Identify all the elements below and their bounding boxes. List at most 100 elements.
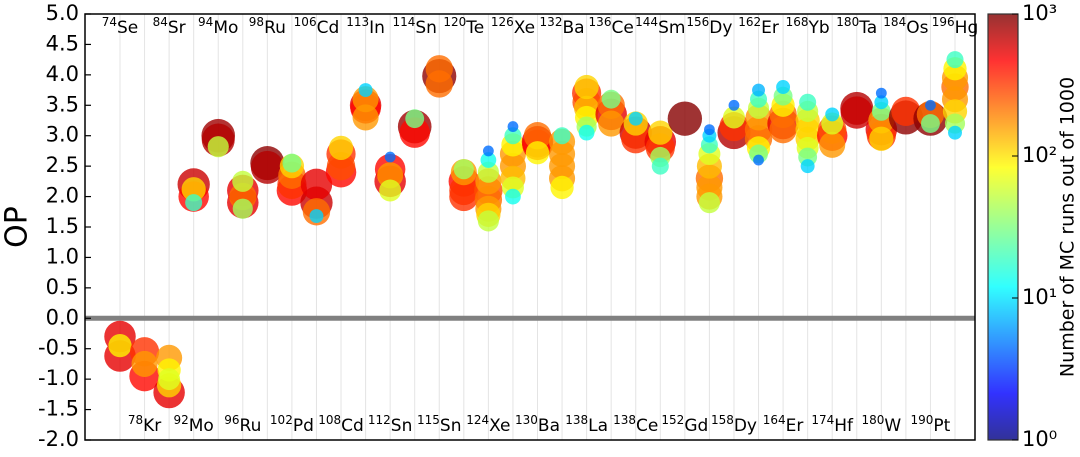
bubble — [232, 198, 253, 219]
isotope-mass: 92 — [173, 413, 188, 427]
isotope-mass: 180 — [861, 413, 884, 427]
bubble — [722, 106, 745, 129]
bubble — [523, 122, 552, 150]
bubble — [309, 209, 324, 224]
isotope-element: Se — [117, 18, 138, 38]
y-tick-label: -1.5 — [38, 397, 79, 421]
isotope-label: 78Kr — [128, 413, 161, 437]
colorbar-tick-label: 10² — [1022, 143, 1057, 167]
bubble — [553, 127, 571, 145]
bubble — [648, 120, 673, 145]
y-tick-label: -1.0 — [38, 366, 79, 390]
bubble — [667, 101, 703, 136]
isotope-element: Cd — [341, 416, 364, 436]
isotope-mass: 156 — [686, 15, 709, 29]
bubble — [651, 157, 669, 175]
isotope-label: 96Ru — [224, 413, 261, 437]
isotope-element: Ba — [562, 18, 584, 38]
bubble — [875, 87, 887, 99]
isotope-element: Pt — [933, 416, 950, 436]
y-tick-label: 4.5 — [46, 31, 79, 55]
bubble — [352, 86, 379, 113]
y-tick-label: 3.0 — [46, 123, 79, 147]
isotope-label: 74Se — [102, 15, 139, 39]
isotope-label: 120Te — [443, 15, 484, 39]
isotope-element: Dy — [734, 416, 757, 436]
isotope-mass: 144 — [635, 15, 658, 29]
isotope-mass: 108 — [318, 413, 341, 427]
bubble — [425, 70, 453, 98]
isotope-mass: 94 — [198, 15, 213, 29]
isotope-label: 114Sn — [392, 15, 436, 39]
y-tick-label: -0.5 — [38, 336, 79, 360]
isotope-mass: 168 — [786, 15, 809, 29]
bubble — [477, 210, 499, 232]
bubble — [891, 96, 921, 126]
isotope-label: 102Pd — [270, 413, 314, 437]
bubble — [358, 83, 373, 98]
isotope-label: 158Dy — [711, 413, 757, 437]
isotope-element: Mo — [189, 416, 214, 436]
isotope-label: 113In — [346, 15, 385, 39]
bubble — [525, 141, 550, 165]
bubble — [477, 161, 499, 183]
isotope-label: 136Ce — [589, 15, 634, 39]
isotope-element: Ru — [264, 18, 286, 38]
colorbar-tick-label: 10¹ — [1022, 285, 1057, 309]
isotope-mass: 96 — [224, 413, 239, 427]
isotope-element: Xe — [489, 416, 510, 436]
isotope-mass: 162 — [738, 15, 761, 29]
isotope-element: Sn — [440, 416, 462, 436]
bubble — [505, 188, 521, 205]
bubble — [948, 125, 962, 140]
bubble — [698, 192, 720, 214]
isotope-element: Mo — [213, 18, 238, 38]
isotope-element: Er — [786, 416, 804, 436]
isotope-label: 152Gd — [661, 413, 708, 437]
isotope-mass: 174 — [811, 413, 834, 427]
isotope-label: 180Ta — [836, 15, 877, 39]
isotope-element: Ba — [538, 416, 560, 436]
bubble — [946, 51, 964, 69]
isotope-element: La — [588, 416, 608, 436]
bubble — [480, 152, 497, 168]
y-tick-label: 1.5 — [46, 214, 79, 238]
bubble — [752, 83, 765, 97]
y-tick-label: 2.0 — [46, 184, 79, 208]
colorbar — [987, 13, 1019, 441]
isotope-element: Os — [906, 18, 928, 38]
bubble — [578, 124, 595, 141]
isotope-element: Sm — [658, 18, 685, 38]
isotope-mass: 98 — [249, 15, 264, 29]
isotope-label: 184Os — [883, 15, 928, 39]
isotope-mass: 106 — [294, 15, 317, 29]
isotope-mass: 74 — [102, 15, 117, 29]
bubble — [185, 194, 203, 212]
isotope-mass: 120 — [443, 15, 466, 29]
bubble — [925, 99, 936, 111]
isotope-label: 144Sm — [635, 15, 685, 39]
y-tick-label: 0.5 — [46, 275, 79, 299]
y-tick-label: 0.0 — [46, 305, 79, 329]
bubble — [825, 107, 840, 122]
isotope-label: 94Mo — [198, 15, 238, 39]
isotope-label: 162Er — [738, 15, 779, 39]
bubble — [628, 111, 643, 126]
bubble — [300, 168, 333, 201]
isotope-mass: 130 — [515, 413, 538, 427]
isotope-label: 112Sn — [368, 413, 412, 437]
isotope-label: 92Mo — [173, 413, 213, 437]
colorbar-tick-label: 10⁰ — [1022, 427, 1057, 451]
isotope-mass: 158 — [711, 413, 734, 427]
bubble — [800, 159, 815, 174]
isotope-mass: 115 — [417, 413, 440, 427]
isotope-label: 180W — [861, 413, 901, 437]
y-tick-label: 1.0 — [46, 244, 79, 268]
isotope-label: 168Yb — [786, 15, 830, 39]
isotope-element: Er — [761, 18, 779, 38]
y-tick-label: 2.5 — [46, 153, 79, 177]
colorbar-label: Number of MC runs out of 1000 — [1057, 77, 1079, 377]
isotope-mass: 138 — [613, 413, 636, 427]
bubble — [753, 154, 764, 166]
bubble — [507, 121, 519, 132]
